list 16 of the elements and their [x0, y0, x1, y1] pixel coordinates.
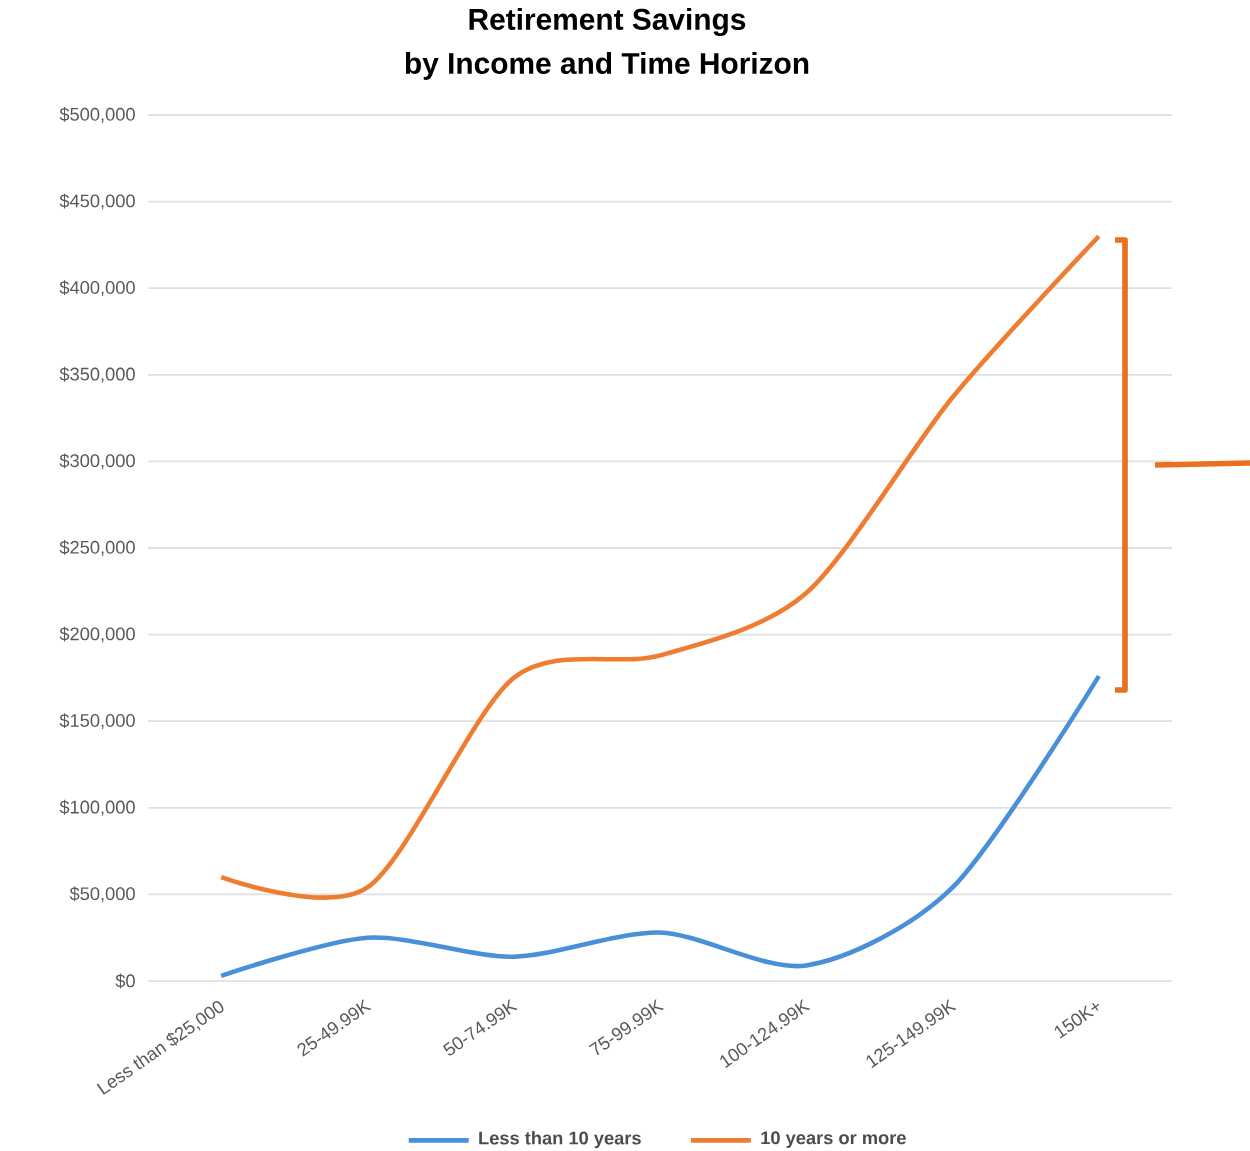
line-series: [218, 673, 1102, 979]
y-tick-label: $400,000: [59, 280, 135, 297]
y-tick-label: $450,000: [59, 193, 135, 210]
y-tick-label: $200,000: [59, 626, 135, 643]
legend-label: 10 years or more: [761, 1131, 906, 1148]
y-tick-label: $300,000: [59, 453, 135, 470]
y-tick-label: $100,000: [59, 799, 135, 816]
y-tick-label: $500,000: [59, 107, 135, 123]
y-tick-label: $50,000: [69, 886, 135, 903]
y-tick-label: $350,000: [59, 366, 135, 383]
chart-title: Retirement Savings: [469, 7, 746, 36]
legend-label: Less than 10 years: [479, 1131, 641, 1149]
y-tick-label: $250,000: [59, 540, 135, 556]
y-tick-label: $150,000: [59, 713, 135, 730]
chart-subtitle: by Income and Time Horizon: [405, 52, 809, 80]
y-tick-label: $0: [115, 973, 135, 989]
